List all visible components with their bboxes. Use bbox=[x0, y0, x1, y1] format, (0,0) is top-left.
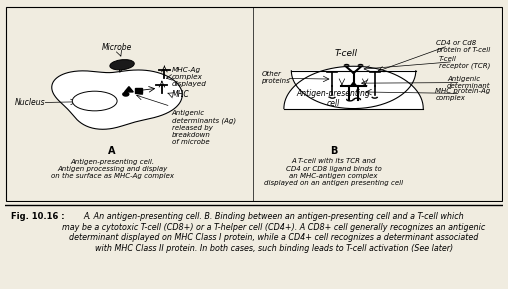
Polygon shape bbox=[284, 66, 423, 109]
Ellipse shape bbox=[110, 60, 134, 70]
Polygon shape bbox=[292, 71, 416, 109]
Text: A: A bbox=[108, 146, 116, 156]
Text: T-cell
receptor (TCR): T-cell receptor (TCR) bbox=[439, 56, 491, 69]
Text: A T-cell with its TCR and
CD4 or CD8 ligand binds to
an MHC-antigen complex
disp: A T-cell with its TCR and CD4 or CD8 lig… bbox=[264, 158, 403, 186]
Text: Antigen-presenting
cell: Antigen-presenting cell bbox=[297, 89, 370, 108]
Text: CD4 or Cd8
protein of T-cell: CD4 or Cd8 protein of T-cell bbox=[436, 40, 491, 53]
Text: Other
proteins: Other proteins bbox=[262, 71, 290, 84]
Text: B: B bbox=[330, 146, 337, 156]
Text: A. An antigen-presenting cell. B. Binding between an antigen-presenting cell and: A. An antigen-presenting cell. B. Bindin… bbox=[62, 212, 486, 253]
Text: MHC-Ag
complex
displayed: MHC-Ag complex displayed bbox=[172, 67, 207, 87]
Text: Antigenic
determinant: Antigenic determinant bbox=[447, 76, 491, 89]
Circle shape bbox=[123, 92, 129, 96]
Bar bbox=[135, 88, 142, 93]
Text: Antigen-presenting cell.
Antigen processing and display
on the surface as MHC-Ag: Antigen-presenting cell. Antigen process… bbox=[51, 158, 174, 179]
Polygon shape bbox=[351, 82, 357, 86]
Text: Nucleus: Nucleus bbox=[15, 98, 46, 107]
Polygon shape bbox=[52, 70, 182, 129]
Text: Fig. 10.16 :: Fig. 10.16 : bbox=[11, 212, 68, 221]
Polygon shape bbox=[124, 87, 133, 92]
Text: T-cell: T-cell bbox=[335, 49, 358, 58]
Ellipse shape bbox=[72, 91, 117, 111]
Text: Microbe: Microbe bbox=[102, 42, 132, 52]
Text: MHC: MHC bbox=[172, 90, 189, 99]
Text: Antigenic
determinants (Ag)
released by
breakdown
of microbe: Antigenic determinants (Ag) released by … bbox=[172, 110, 236, 145]
Text: MHC protein-Ag
complex: MHC protein-Ag complex bbox=[435, 88, 491, 101]
